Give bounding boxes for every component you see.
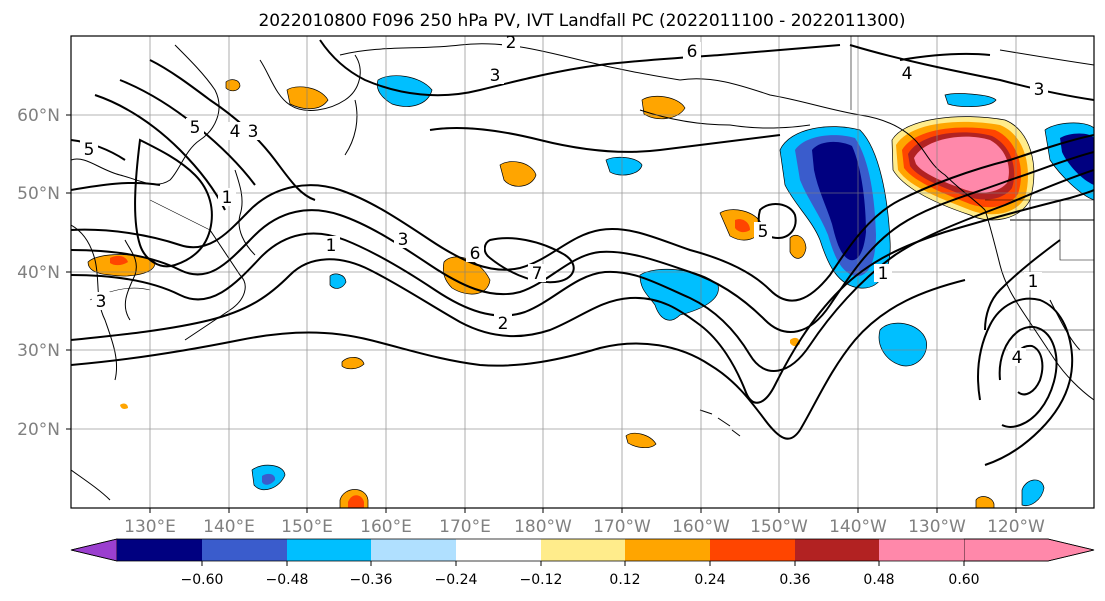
- colorbar-tick-label: 0.12: [609, 572, 640, 588]
- colorbar-bin: [371, 539, 456, 561]
- contour-labels: 2 3 6 5 4 3 1 3 6 7 2: [80, 33, 1048, 368]
- colorbar-bin: [456, 539, 541, 561]
- colorbar-extend-low: [70, 538, 118, 562]
- colorbar-tick-label: 0.48: [863, 572, 894, 588]
- lon-tick-label: 180°W: [514, 517, 572, 537]
- lat-tick-label: 60°N: [17, 106, 60, 126]
- lon-tick-label: 120°W: [987, 517, 1045, 537]
- axis-ticks: [66, 114, 1017, 513]
- map-panel: 2 3 6 5 4 3 1 3 6 7 2: [17, 33, 1095, 537]
- lat-tick-label: 40°N: [17, 263, 60, 283]
- contour-label: 5: [84, 140, 95, 160]
- contour-label: 5: [758, 222, 769, 242]
- colorbar-extend-high: [963, 538, 1095, 562]
- contour-label: 1: [1028, 272, 1039, 292]
- contour-label: 1: [878, 264, 889, 284]
- contour-label: 4: [902, 64, 913, 84]
- colorbar-tick-label: −0.36: [350, 572, 393, 588]
- lon-tick-label: 130°E: [124, 517, 176, 537]
- contour-label: 3: [490, 66, 501, 86]
- colorbar-tick-label: 0.36: [779, 572, 810, 588]
- colorbar-bin: [710, 539, 795, 561]
- colorbar-tick-label: 0.60: [948, 572, 979, 588]
- lon-tick-label: 130°W: [908, 517, 966, 537]
- colorbar-bin: [202, 539, 287, 561]
- contour-label: 3: [1034, 80, 1045, 100]
- colorbar-tick-label: 0.24: [694, 572, 725, 588]
- contour-label: 1: [326, 236, 337, 256]
- lon-tick-label: 170°E: [439, 517, 491, 537]
- colorbar-bin: [879, 539, 964, 561]
- colorbar-bin: [795, 539, 879, 561]
- contour-label: 4: [1012, 348, 1023, 368]
- lon-tick-label: 150°E: [281, 517, 333, 537]
- colorbar: −0.60 −0.48 −0.36 −0.24 −0.12 0.12 0.24 …: [70, 538, 1095, 588]
- lon-tick-label: 160°E: [360, 517, 412, 537]
- contour-label: 4: [230, 122, 241, 142]
- contour-label: 7: [532, 264, 543, 284]
- contour-label: 3: [96, 292, 107, 312]
- lon-tick-label: 160°W: [672, 517, 730, 537]
- colorbar-tick-label: −0.24: [435, 572, 478, 588]
- pc-shading: [87, 75, 1094, 508]
- lat-tick-label: 50°N: [17, 184, 60, 204]
- lat-tick-label: 30°N: [17, 341, 60, 361]
- figure-title: 2022010800 F096 250 hPa PV, IVT Landfall…: [258, 11, 905, 31]
- lon-tick-label: 140°E: [203, 517, 255, 537]
- lon-tick-label: 150°W: [750, 517, 808, 537]
- contour-label: 5: [190, 118, 201, 138]
- contour-label: 2: [506, 33, 517, 53]
- colorbar-bin: [287, 539, 371, 561]
- lon-tick-label: 140°W: [829, 517, 887, 537]
- colorbar-tick-label: −0.48: [266, 572, 309, 588]
- contour-label: 3: [248, 122, 259, 142]
- contour-label: 6: [470, 244, 481, 264]
- colorbar-tick-label: −0.12: [520, 572, 563, 588]
- lon-tick-labels: 130°E 140°E 150°E 160°E 170°E 180°W 170°…: [124, 517, 1045, 537]
- pv-contours: [71, 39, 1094, 466]
- gridlines: [71, 36, 1094, 508]
- colorbar-bin: [117, 539, 202, 561]
- contour-label: 2: [498, 314, 509, 334]
- colorbar-tick-label: −0.60: [181, 572, 224, 588]
- lon-tick-label: 170°W: [593, 517, 651, 537]
- colorbar-bin: [625, 539, 710, 561]
- contour-label: 6: [687, 42, 698, 62]
- lat-tick-label: 20°N: [17, 420, 60, 440]
- contour-label: 3: [398, 230, 409, 250]
- lat-tick-labels: 60°N 50°N 40°N 30°N 20°N: [17, 106, 60, 440]
- colorbar-bin: [541, 539, 625, 561]
- contour-label: 1: [222, 188, 233, 208]
